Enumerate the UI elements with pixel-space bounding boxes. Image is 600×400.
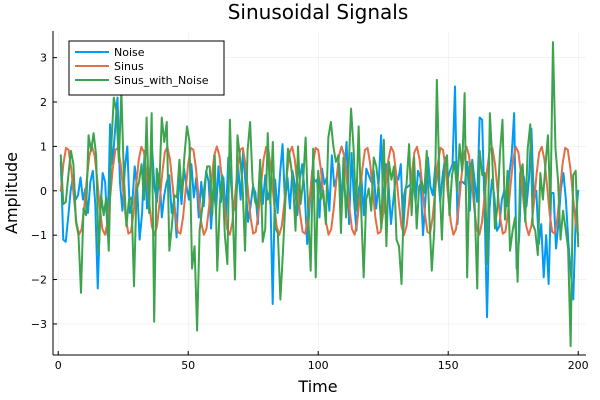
series-line-noise — [59, 85, 580, 319]
y-tick-label: 0 — [40, 185, 47, 198]
y-tick-label: −1 — [31, 229, 47, 242]
y-tick-label: −3 — [31, 318, 47, 331]
x-tick-label: 50 — [181, 359, 195, 372]
legend-label-noise: Noise — [114, 46, 145, 59]
legend-label-sinus: Sinus — [114, 60, 144, 73]
x-tick-label: 0 — [55, 359, 62, 372]
ticks: 0 50 100 150 200 −3 −2 −1 0 1 2 3 — [31, 52, 589, 372]
legend-box — [68, 40, 225, 96]
x-tick-label: 100 — [308, 359, 329, 372]
y-tick-label: −2 — [31, 274, 47, 287]
x-tick-label: 150 — [438, 359, 459, 372]
y-tick-label: 2 — [40, 96, 47, 109]
series-layer — [59, 41, 580, 348]
series-line-sinus-with-noise — [59, 41, 580, 348]
x-axis-label: Time — [297, 377, 337, 396]
y-tick-label: 1 — [40, 140, 47, 153]
x-tick-label: 200 — [568, 359, 589, 372]
legend-label-sinus-with-noise: Sinus_with_Noise — [114, 74, 209, 87]
y-axis-label: Amplitude — [2, 152, 21, 234]
axes — [52, 31, 586, 356]
y-tick-label: 3 — [40, 52, 47, 65]
chart-title: Sinusoidal Signals — [228, 0, 409, 24]
